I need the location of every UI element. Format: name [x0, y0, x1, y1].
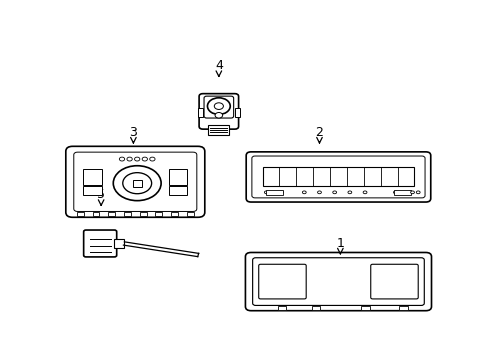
Text: 4: 4: [215, 59, 223, 72]
Bar: [140, 212, 147, 216]
Bar: [83, 169, 101, 185]
FancyBboxPatch shape: [259, 264, 306, 299]
FancyBboxPatch shape: [74, 152, 197, 211]
Circle shape: [207, 98, 230, 114]
Circle shape: [411, 191, 415, 194]
Bar: [399, 306, 408, 310]
Text: 1: 1: [337, 237, 344, 250]
Bar: [198, 108, 203, 117]
Circle shape: [416, 191, 420, 194]
Bar: [278, 306, 286, 310]
Circle shape: [142, 157, 147, 161]
Bar: [187, 212, 194, 216]
Bar: [235, 108, 240, 117]
Bar: [77, 212, 84, 216]
Bar: [115, 239, 124, 248]
Circle shape: [363, 191, 367, 194]
Bar: [169, 186, 187, 195]
Bar: [124, 212, 131, 216]
Circle shape: [280, 191, 283, 194]
Circle shape: [318, 191, 321, 194]
Circle shape: [127, 157, 132, 161]
Text: 2: 2: [316, 126, 323, 139]
Bar: [312, 306, 320, 310]
Circle shape: [135, 157, 140, 161]
Bar: [83, 186, 101, 195]
Bar: [93, 212, 99, 216]
Bar: [267, 190, 283, 195]
Bar: [133, 180, 142, 186]
Circle shape: [393, 191, 397, 194]
FancyBboxPatch shape: [246, 152, 431, 202]
FancyBboxPatch shape: [66, 146, 205, 217]
Circle shape: [150, 157, 155, 161]
Bar: [169, 169, 187, 185]
FancyBboxPatch shape: [204, 96, 234, 118]
Bar: [155, 212, 162, 216]
Circle shape: [120, 157, 124, 161]
Bar: [263, 167, 415, 186]
FancyBboxPatch shape: [84, 230, 117, 257]
Circle shape: [409, 191, 413, 194]
Circle shape: [265, 191, 268, 194]
Text: 5: 5: [97, 188, 105, 201]
Bar: [393, 190, 411, 195]
FancyBboxPatch shape: [199, 94, 239, 129]
Bar: [171, 212, 178, 216]
Bar: [361, 306, 369, 310]
FancyBboxPatch shape: [252, 156, 425, 198]
Circle shape: [215, 112, 222, 118]
Circle shape: [348, 191, 352, 194]
Bar: [108, 212, 115, 216]
Circle shape: [214, 103, 223, 109]
FancyBboxPatch shape: [253, 258, 424, 305]
Text: 3: 3: [129, 126, 137, 139]
Circle shape: [113, 166, 161, 201]
FancyBboxPatch shape: [371, 264, 418, 299]
Bar: [208, 125, 229, 135]
Circle shape: [302, 191, 306, 194]
FancyBboxPatch shape: [245, 252, 432, 311]
Circle shape: [333, 191, 337, 194]
Circle shape: [123, 173, 151, 194]
